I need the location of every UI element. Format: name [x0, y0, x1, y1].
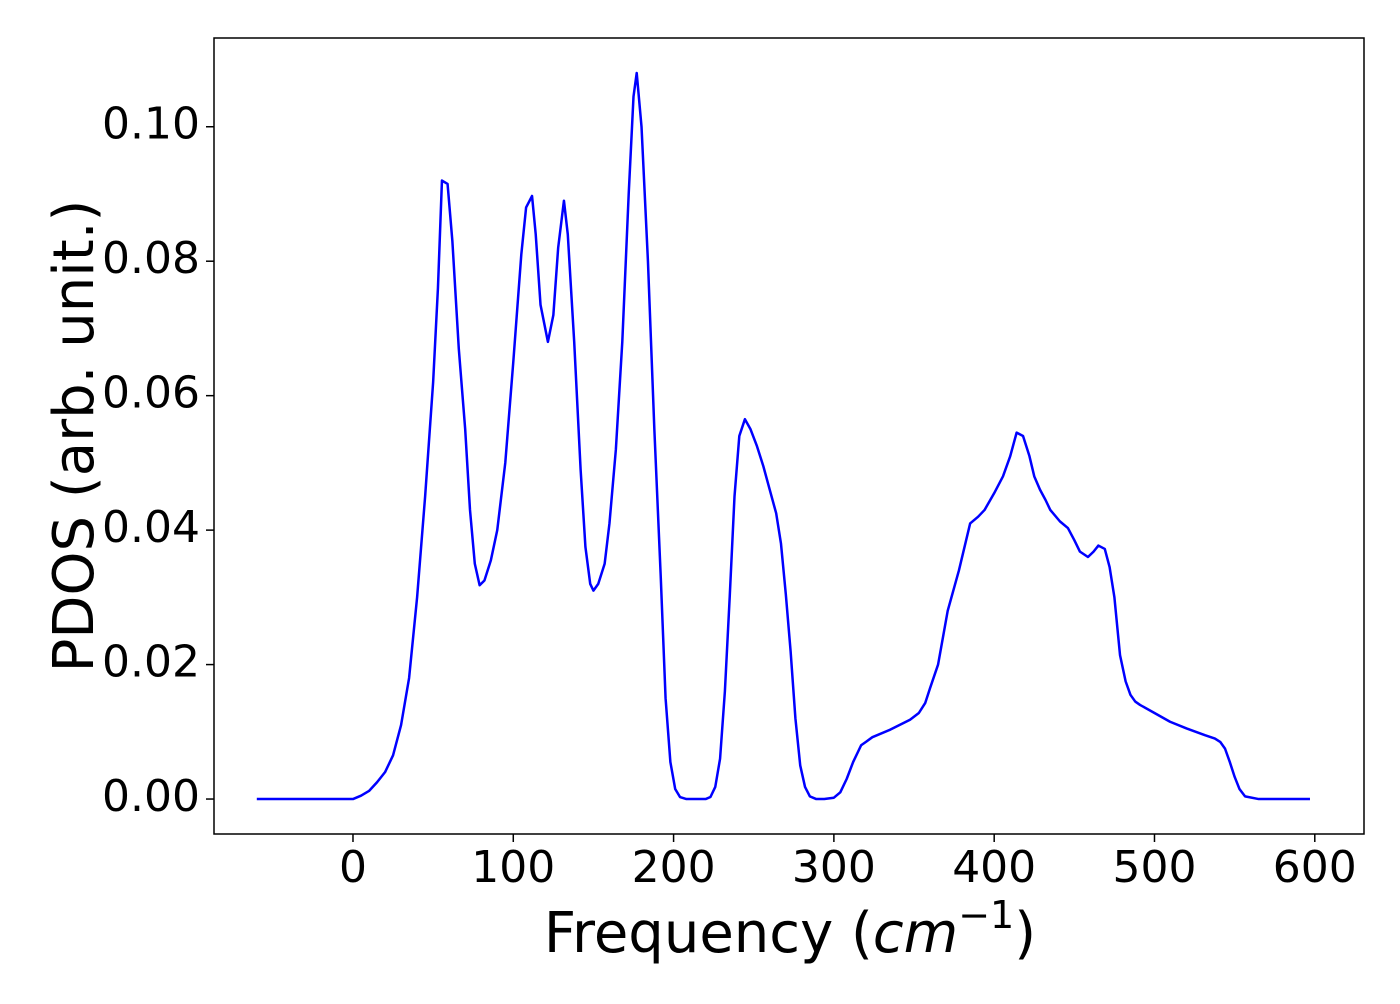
y-tick-label: 0.10 [102, 99, 200, 150]
x-tick-label: 500 [1112, 842, 1196, 893]
x-label-part: −1 [958, 893, 1014, 937]
y-tick-label: 0.06 [102, 368, 200, 419]
x-tick-label: 0 [339, 842, 367, 893]
x-tick-label: 600 [1273, 842, 1357, 893]
y-tick-label: 0.08 [102, 233, 200, 284]
y-tick-label: 0.00 [102, 771, 200, 822]
x-tick-label: 400 [952, 842, 1036, 893]
x-tick-label: 100 [471, 842, 555, 893]
x-axis-label: Frequency (cm−1) [544, 893, 1036, 966]
y-tick-label: 0.04 [102, 502, 200, 553]
x-tick-label: 200 [632, 842, 716, 893]
y-axis-label: PDOS (arb. unit.) [42, 200, 107, 673]
plot-frame [213, 37, 1365, 835]
x-tick-label: 300 [792, 842, 876, 893]
x-label-part: ) [1014, 901, 1036, 966]
data-line [256, 71, 1310, 801]
x-label-part: Frequency ( [544, 901, 873, 966]
x-label-part: cm [873, 901, 958, 966]
y-tick-label: 0.02 [102, 637, 200, 688]
